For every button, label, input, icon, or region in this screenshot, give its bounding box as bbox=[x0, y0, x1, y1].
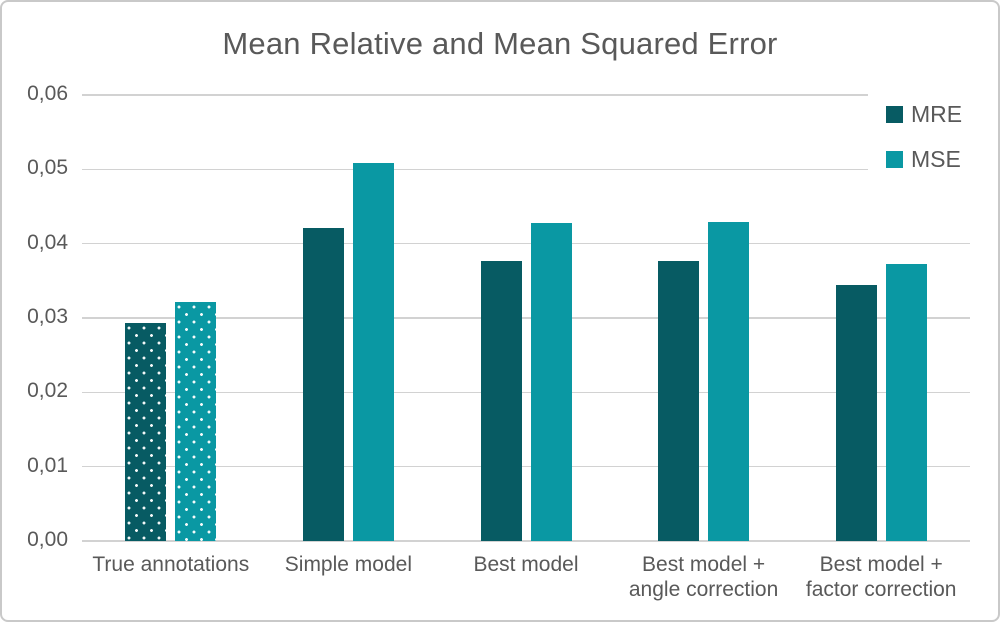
bar-mre-category-2 bbox=[480, 260, 522, 541]
legend-item-mse: MSE bbox=[886, 145, 994, 173]
gridline bbox=[82, 94, 970, 96]
y-tick-label: 0,04 bbox=[27, 230, 68, 254]
legend: MRE MSE bbox=[868, 90, 994, 196]
gridline bbox=[82, 168, 970, 171]
bar-mre-category-1 bbox=[302, 228, 344, 541]
bar-mre-category-0 bbox=[125, 323, 167, 541]
bar-mse-category-0 bbox=[175, 302, 217, 541]
gridline bbox=[82, 391, 970, 394]
y-tick-label: 0,03 bbox=[27, 305, 68, 328]
bar-mre-category-3 bbox=[658, 260, 700, 541]
bar-mse-category-1 bbox=[352, 162, 394, 541]
x-axis-label-4: Best model + factor correction bbox=[805, 553, 957, 601]
legend-label-mre: MRE bbox=[911, 100, 963, 127]
y-tick-label: 0,01 bbox=[27, 453, 68, 477]
legend-item-mre: MRE bbox=[886, 100, 994, 128]
gridline bbox=[82, 540, 970, 542]
legend-swatch-mse bbox=[886, 150, 903, 168]
gridline bbox=[82, 465, 970, 468]
legend-swatch-mre bbox=[886, 105, 903, 123]
x-axis-label-2: Best model bbox=[473, 553, 579, 576]
x-axis-label-0: True annotations bbox=[92, 553, 250, 576]
y-tick-label: 0,05 bbox=[27, 156, 68, 180]
bar-mse-category-4 bbox=[885, 264, 927, 541]
gridline bbox=[82, 242, 970, 245]
legend-label-mse: MSE bbox=[911, 145, 961, 172]
chart-title: Mean Relative and Mean Squared Error bbox=[222, 26, 778, 61]
plot-area: True annotations Simple model Best model Be… bbox=[82, 94, 970, 601]
bar-mre-category-4 bbox=[835, 284, 877, 541]
x-axis-label-1: Simple model bbox=[284, 553, 412, 576]
bar-mse-category-3 bbox=[708, 222, 750, 541]
y-tick-label: 0,02 bbox=[27, 379, 68, 403]
y-tick-label: 0,00 bbox=[27, 528, 68, 551]
y-tick-label: 0,06 bbox=[27, 82, 68, 105]
bar-mse-category-2 bbox=[530, 222, 572, 541]
gridline bbox=[82, 317, 970, 319]
x-axis-label-3: Best model + angle correction bbox=[628, 553, 779, 601]
